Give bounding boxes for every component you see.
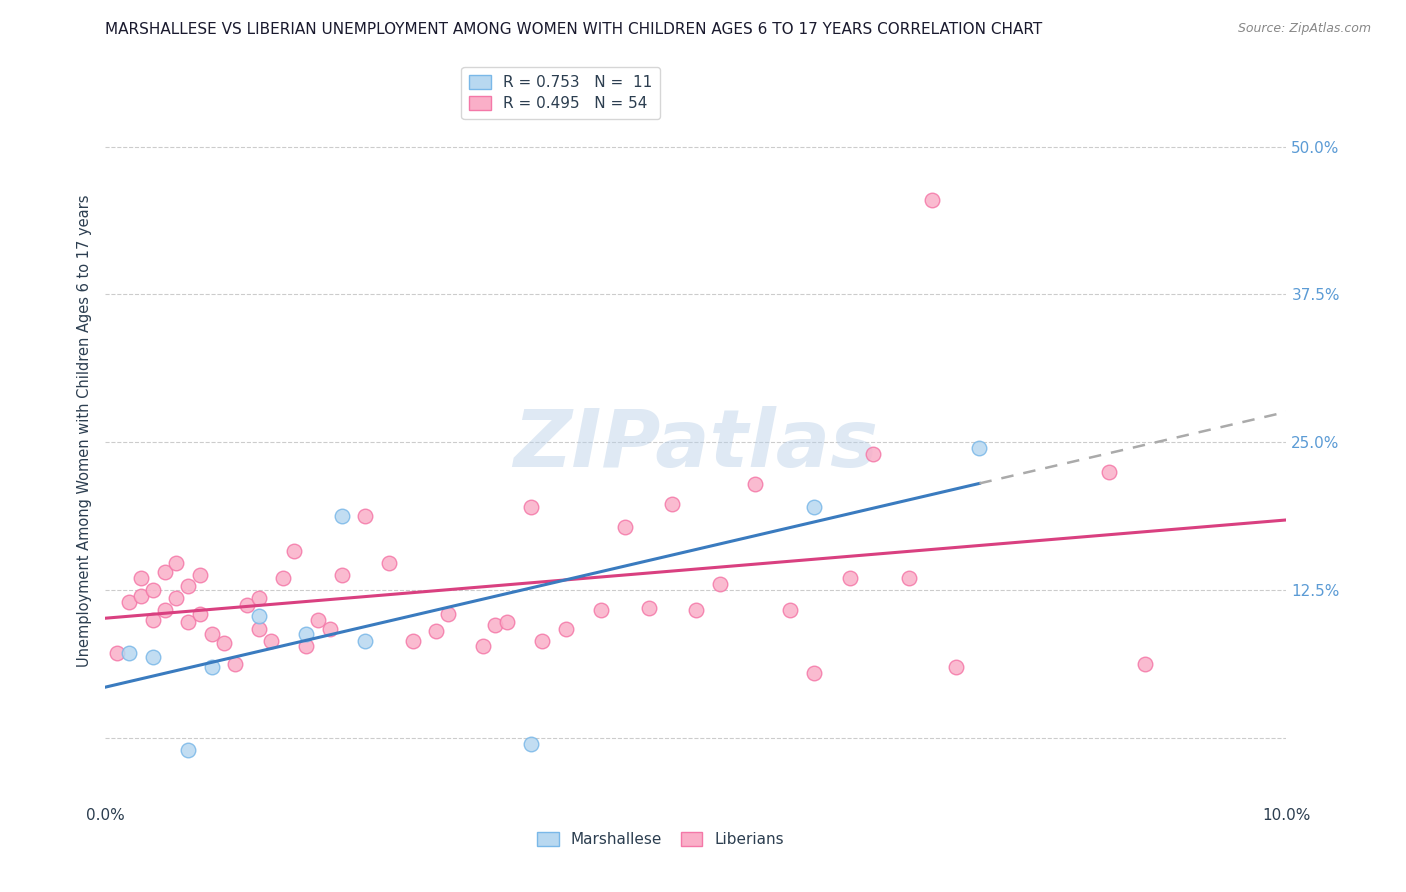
Point	[519, 500, 541, 515]
Point	[129, 571, 152, 585]
Point	[744, 476, 766, 491]
Point	[378, 556, 401, 570]
Point	[661, 497, 683, 511]
Point	[897, 571, 920, 585]
Point	[247, 622, 270, 636]
Point	[295, 626, 318, 640]
Point	[165, 591, 187, 606]
Point	[236, 599, 259, 613]
Point	[472, 639, 495, 653]
Point	[354, 508, 377, 523]
Point	[531, 633, 554, 648]
Point	[188, 607, 211, 621]
Point	[188, 567, 211, 582]
Point	[118, 646, 141, 660]
Point	[354, 633, 377, 648]
Point	[307, 613, 329, 627]
Point	[129, 589, 152, 603]
Y-axis label: Unemployment Among Women with Children Ages 6 to 17 years: Unemployment Among Women with Children A…	[77, 194, 93, 666]
Point	[153, 566, 176, 580]
Text: MARSHALLESE VS LIBERIAN UNEMPLOYMENT AMONG WOMEN WITH CHILDREN AGES 6 TO 17 YEAR: MARSHALLESE VS LIBERIAN UNEMPLOYMENT AMO…	[105, 22, 1043, 37]
Point	[224, 657, 246, 672]
Point	[142, 582, 165, 597]
Point	[1098, 465, 1121, 479]
Point	[484, 618, 506, 632]
Point	[247, 609, 270, 624]
Point	[201, 626, 224, 640]
Point	[212, 636, 235, 650]
Point	[496, 615, 519, 629]
Point	[555, 622, 578, 636]
Point	[437, 607, 460, 621]
Point	[779, 603, 801, 617]
Point	[614, 520, 637, 534]
Point	[105, 646, 128, 660]
Point	[591, 603, 613, 617]
Text: ZIPatlas: ZIPatlas	[513, 406, 879, 484]
Point	[803, 500, 825, 515]
Point	[519, 737, 541, 751]
Point	[425, 624, 447, 639]
Point	[709, 577, 731, 591]
Point	[118, 595, 141, 609]
Point	[862, 447, 884, 461]
Point	[1133, 657, 1156, 672]
Point	[330, 567, 353, 582]
Point	[177, 742, 200, 756]
Point	[247, 591, 270, 606]
Point	[969, 441, 991, 455]
Point	[838, 571, 860, 585]
Text: Source: ZipAtlas.com: Source: ZipAtlas.com	[1237, 22, 1371, 36]
Point	[295, 639, 318, 653]
Point	[401, 633, 423, 648]
Legend: Marshallese, Liberians: Marshallese, Liberians	[530, 824, 792, 855]
Point	[177, 615, 200, 629]
Point	[165, 556, 187, 570]
Point	[271, 571, 294, 585]
Point	[260, 633, 283, 648]
Point	[803, 665, 825, 680]
Point	[637, 600, 659, 615]
Point	[153, 603, 176, 617]
Point	[319, 622, 342, 636]
Point	[142, 650, 165, 665]
Point	[142, 613, 165, 627]
Point	[330, 508, 353, 523]
Point	[685, 603, 707, 617]
Point	[945, 660, 967, 674]
Point	[201, 660, 224, 674]
Point	[921, 193, 943, 207]
Point	[177, 579, 200, 593]
Point	[283, 544, 305, 558]
